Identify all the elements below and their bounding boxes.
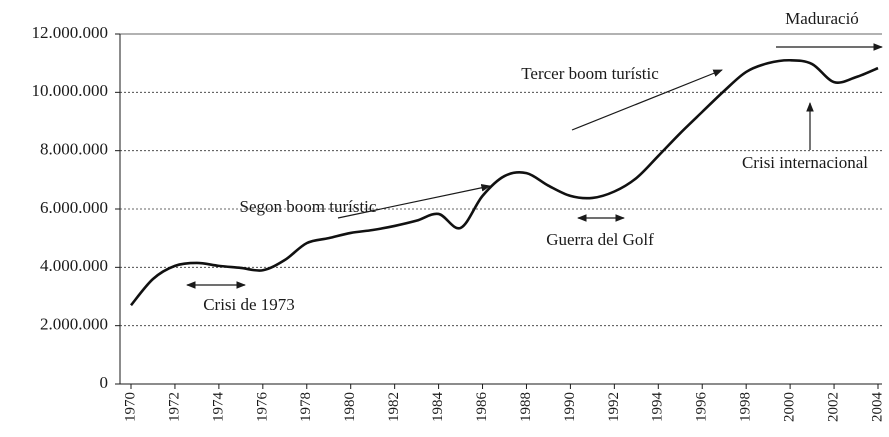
y-tick-label: 6.000.000: [40, 198, 108, 217]
annotation-arrow: [337, 184, 491, 219]
x-tick-label: 1972: [166, 392, 182, 422]
y-tick-label: 4.000.000: [40, 256, 108, 275]
x-tick-label: 1998: [738, 392, 754, 422]
y-tick-label: 2.000.000: [40, 315, 108, 334]
x-tick-label: 1978: [298, 392, 314, 422]
annotation: Crisi internacional: [742, 153, 868, 172]
x-tick-label: 1984: [430, 392, 446, 423]
annotation: Guerra del Golf: [546, 230, 654, 249]
x-tick-label: 1992: [606, 392, 622, 422]
x-tick-label: 1982: [386, 392, 402, 422]
annotation: Maduració: [785, 9, 859, 28]
annotation: Segon boom turístic: [240, 197, 377, 216]
line: [129, 58, 879, 307]
x-tick-label: 1970: [122, 392, 138, 422]
x-tick-label: 1974: [210, 392, 226, 423]
x-tick-label: 1990: [562, 392, 578, 422]
y-tick-label: 8.000.000: [40, 140, 108, 159]
annotation: Crisi de 1973: [203, 295, 295, 314]
x-tick-label: 2002: [825, 392, 841, 422]
x-tick-label: 2000: [782, 392, 798, 422]
x-tick-label: 1988: [518, 392, 534, 422]
annotation-arrow: [571, 69, 723, 131]
x-tick-label: 1994: [650, 392, 666, 423]
y-tick-label: 12.000.000: [32, 23, 109, 42]
x-tick-label: 1976: [254, 392, 270, 423]
annotation: Tercer boom turístic: [521, 64, 659, 83]
y-tick-label: 0: [100, 373, 109, 392]
x-tick-label: 1996: [694, 392, 710, 423]
x-tick-label: 1986: [474, 392, 490, 423]
y-tick-label: 10.000.000: [32, 81, 109, 100]
x-tick-label: 1980: [342, 392, 358, 422]
x-tick-label: 2004: [869, 392, 885, 423]
